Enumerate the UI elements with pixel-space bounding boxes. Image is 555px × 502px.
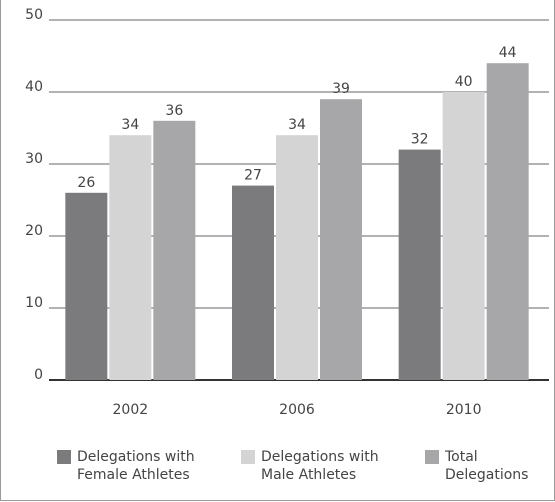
bar (320, 99, 362, 380)
x-tick-label: 2006 (279, 402, 315, 418)
y-tick-label: 30 (25, 151, 43, 167)
x-tick-label: 2010 (446, 402, 482, 418)
bar (486, 63, 529, 380)
legend-label: Delegations with Male Athletes (261, 449, 379, 483)
bar (276, 135, 318, 380)
legend-label: Total Delegations (445, 449, 529, 483)
value-label: 40 (455, 74, 473, 90)
legend-swatch (57, 450, 71, 464)
value-label: 26 (77, 175, 95, 191)
bar (398, 149, 441, 380)
y-tick-label: 20 (25, 223, 43, 239)
value-label: 27 (244, 168, 262, 184)
y-tick-label: 0 (34, 367, 43, 383)
legend-item: Delegations with Female Athletes (57, 448, 217, 484)
legend-item: Total Delegations (425, 448, 554, 484)
bar (153, 120, 196, 381)
bar (232, 185, 274, 380)
y-tick-label: 10 (25, 295, 43, 311)
bar (442, 92, 485, 380)
value-label: 39 (332, 81, 350, 97)
value-label: 36 (165, 103, 183, 119)
legend-swatch (425, 450, 439, 464)
x-tick-label: 2002 (113, 402, 149, 418)
value-label: 34 (288, 117, 306, 133)
legend-item: Delegations with Male Athletes (241, 448, 401, 484)
value-label: 34 (121, 117, 139, 133)
legend-swatch (241, 450, 255, 464)
value-label: 32 (411, 132, 429, 148)
legend-label: Delegations with Female Athletes (77, 449, 195, 483)
y-tick-label: 50 (25, 7, 43, 23)
bar (109, 135, 152, 380)
bar (65, 192, 108, 380)
value-label: 44 (499, 45, 517, 61)
y-tick-label: 40 (25, 79, 43, 95)
